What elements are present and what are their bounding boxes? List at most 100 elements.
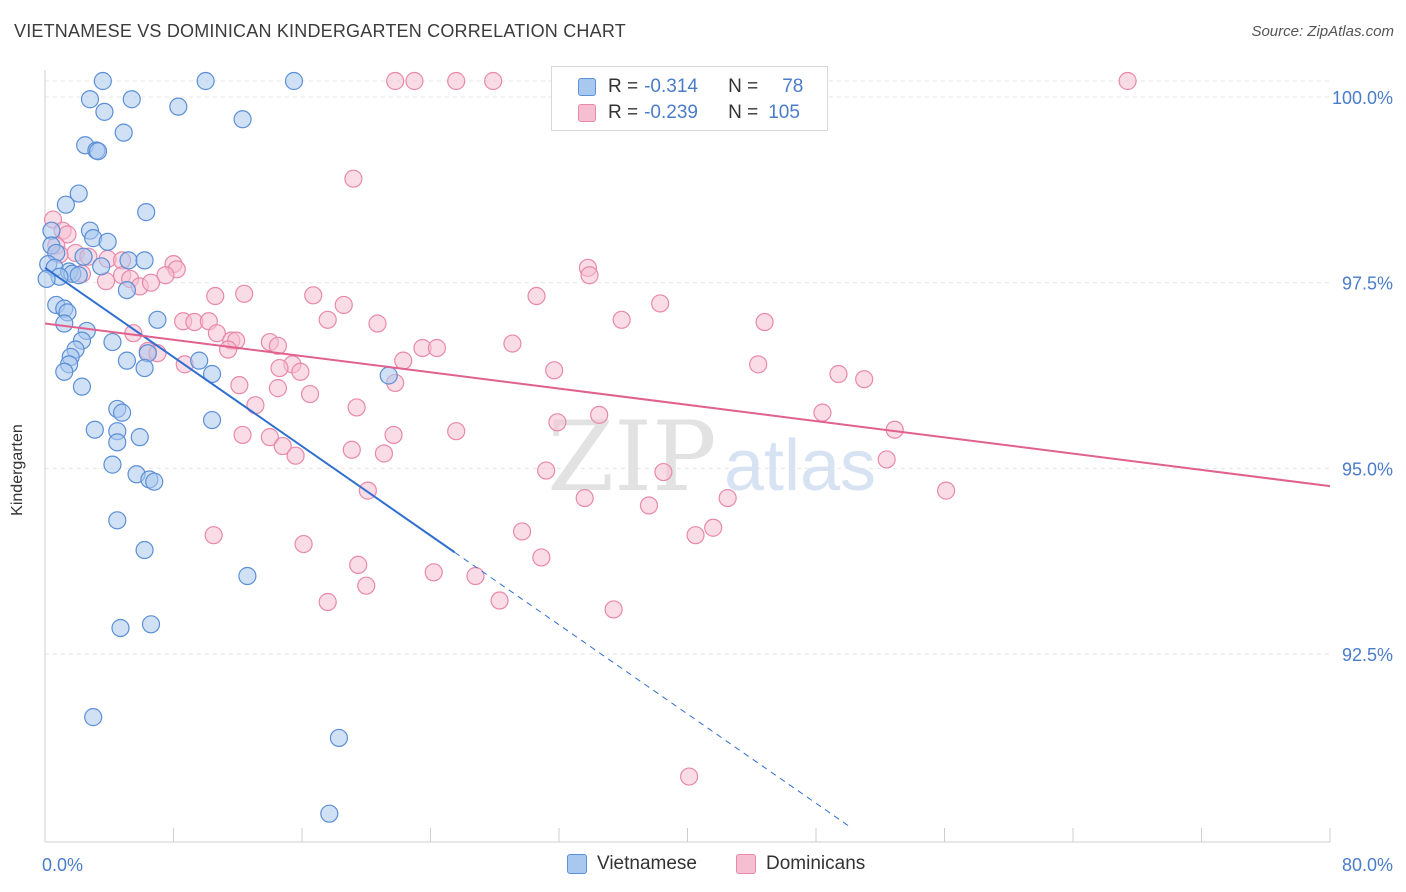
vietnamese-point: [284, 71, 304, 91]
dominican-swatch: [578, 104, 596, 122]
dominican-trend-line: [44, 322, 1331, 488]
vietnamese-points: [37, 71, 398, 823]
vietnamese-point: [114, 123, 133, 142]
vietnamese-point: [108, 433, 127, 452]
y-tick-label: 97.5%: [1342, 274, 1393, 294]
dominican-point: [466, 566, 485, 586]
dominican-point: [512, 522, 532, 541]
dominican-point: [651, 294, 670, 313]
legend-item-dominicans[interactable]: Dominicans: [736, 853, 865, 875]
source-label: Source: ZipAtlas.com: [1251, 23, 1394, 40]
dominican-point: [590, 405, 609, 424]
legend-row-vietnamese: R = -0.314 N = 78: [552, 73, 803, 101]
dominican-point: [1118, 71, 1137, 91]
vietnamese-point: [85, 420, 104, 439]
vietnamese-point: [379, 366, 398, 385]
vietnamese-point: [238, 566, 257, 586]
vietnamese-point: [56, 195, 75, 214]
chart-title: VIETNAMESE VS DOMINICAN KINDERGARTEN COR…: [14, 21, 626, 41]
dominican-point: [141, 273, 161, 292]
vietnamese-point: [138, 344, 157, 363]
dominican-point: [270, 358, 289, 378]
vietnamese-point: [103, 332, 122, 352]
dominican-point: [246, 396, 265, 415]
vietnamese-point: [135, 540, 154, 560]
vietnamese-point: [135, 358, 154, 378]
vietnamese-point: [320, 804, 339, 823]
dominican-point: [357, 576, 376, 595]
dominican-point: [344, 169, 363, 188]
vietnamese-point: [37, 269, 56, 289]
legend-label: Vietnamese: [597, 853, 697, 874]
dominican-point: [206, 286, 225, 306]
vietnamese-point: [196, 71, 215, 91]
vietnamese-point: [119, 251, 138, 270]
vietnamese-point: [137, 203, 156, 222]
dominican-point: [318, 592, 337, 612]
dominican-point: [424, 563, 443, 582]
legend-row-dominican: R = -0.239 N = 105: [552, 99, 800, 127]
series-legend: Vietnamese Dominicans: [0, 853, 1406, 877]
dominican-point: [386, 71, 405, 91]
vietnamese-point: [98, 232, 117, 251]
y-tick-label: 95.0%: [1342, 459, 1393, 479]
r-label: R =: [608, 102, 639, 123]
vietnamese-point: [112, 403, 132, 422]
dominican-point: [654, 462, 673, 482]
tick-labels: 92.5% 95.0% 97.5% 100.0% 0.0% 80.0%: [42, 88, 1393, 875]
x-tick-label-min: 0.0%: [42, 855, 83, 875]
dominican-point: [347, 398, 366, 417]
vietnamese-swatch: [567, 854, 587, 874]
axes: [44, 70, 1331, 843]
dominican-point: [580, 266, 599, 285]
dominican-point: [374, 444, 394, 463]
vietnamese-point: [169, 97, 188, 116]
vietnamese-point: [122, 90, 141, 109]
dominican-point: [235, 284, 254, 303]
dominican-points: [43, 71, 1137, 786]
trend-lines: [44, 266, 1331, 826]
n-label: N =: [728, 76, 759, 97]
vietnamese-point: [190, 351, 209, 370]
dominican-point: [877, 450, 896, 469]
dominican-point: [156, 266, 175, 285]
vietnamese-point: [233, 110, 252, 129]
dominican-point: [545, 361, 564, 380]
dominican-point: [447, 71, 466, 91]
dominican-point: [384, 425, 403, 445]
vietnamese-point: [130, 428, 149, 447]
vietnamese-point: [55, 362, 74, 381]
vietnamese-point: [93, 71, 112, 91]
vietnamese-point: [92, 257, 111, 276]
vietnamese-swatch: [578, 78, 596, 96]
dominican-point: [575, 488, 594, 508]
dominican-point: [260, 428, 279, 447]
dominican-point: [273, 436, 292, 456]
vietnamese-point: [117, 351, 137, 370]
dominican-point: [537, 461, 556, 480]
vietnamese-point: [88, 142, 108, 161]
vietnamese-point: [145, 472, 164, 491]
dominican-point: [704, 518, 723, 537]
dominican-point: [334, 295, 353, 315]
vietnamese-point: [202, 364, 222, 384]
vietnamese-point: [95, 102, 114, 121]
vietnamese-point: [202, 410, 222, 430]
dominican-point: [484, 71, 503, 91]
dominican-point: [680, 767, 699, 786]
y-tick-label: 92.5%: [1342, 645, 1393, 665]
n-value: 78: [782, 76, 804, 97]
vietnamese-point: [148, 310, 167, 329]
n-value: 105: [768, 102, 800, 123]
r-value: -0.314: [644, 76, 698, 97]
dominican-point: [349, 555, 368, 574]
dominican-point: [291, 362, 310, 381]
legend-item-vietnamese[interactable]: Vietnamese: [567, 853, 697, 875]
dominican-point: [342, 440, 361, 459]
dominican-point: [394, 351, 413, 370]
vietnamese-point: [103, 455, 122, 474]
dominican-point: [405, 71, 424, 91]
dominican-point: [233, 425, 252, 445]
vietnamese-point: [80, 90, 100, 109]
watermark-zip: ZIP: [547, 401, 716, 513]
